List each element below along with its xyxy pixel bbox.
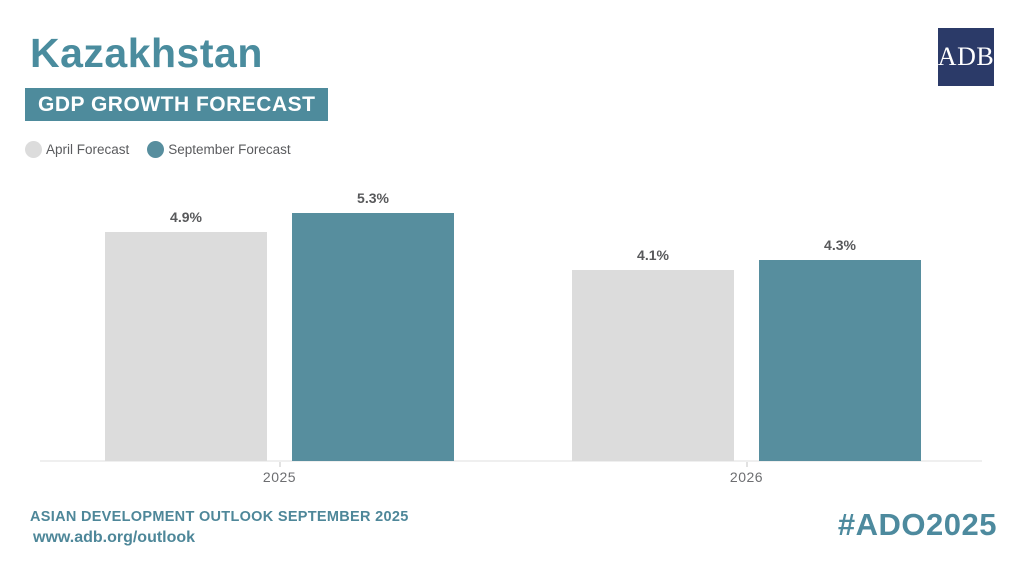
footer-report-title: ASIAN DEVELOPMENT OUTLOOK SEPTEMBER 2025 xyxy=(30,509,409,525)
bar-column-september-forecast-2025: 5.3% xyxy=(292,170,454,461)
bar-group-2025: 4.9% 5.3% 2025 xyxy=(105,170,454,485)
bar-september-forecast-2026 xyxy=(759,260,921,461)
adb-logo-text: ADB xyxy=(937,42,995,71)
bar-value-label: 4.9% xyxy=(170,209,202,225)
bar-value-label: 4.1% xyxy=(637,247,669,263)
page-title: Kazakhstan xyxy=(30,30,263,76)
legend-item-april: April Forecast xyxy=(25,141,129,158)
bar-september-forecast-2025 xyxy=(292,213,454,461)
x-axis-label-2025: 2025 xyxy=(262,469,297,485)
x-axis-tick xyxy=(745,462,748,467)
september-swatch-icon xyxy=(147,141,165,158)
legend-label: September Forecast xyxy=(168,142,291,157)
subtitle-banner-label: GDP GROWTH FORECAST xyxy=(38,92,316,116)
footer-url: www.adb.org/outlook xyxy=(33,529,196,546)
bar-april-forecast-2025 xyxy=(105,232,267,461)
x-axis-label-2026: 2026 xyxy=(729,469,764,485)
legend-item-september: September Forecast xyxy=(147,141,291,158)
legend-label: April Forecast xyxy=(46,142,130,157)
x-axis-line xyxy=(40,460,982,462)
footer-hashtag: #ADO2025 xyxy=(837,507,997,542)
adb-logo: ADB xyxy=(938,28,994,86)
bar-column-september-forecast-2026: 4.3% xyxy=(759,170,921,461)
subtitle-banner: GDP GROWTH FORECAST xyxy=(25,88,329,121)
april-swatch-icon xyxy=(25,141,42,158)
bar-chart: 4.9% 5.3% 2025 4.1% 4.3% 2026 xyxy=(0,170,1024,485)
bar-column-april-forecast-2025: 4.9% xyxy=(105,170,267,461)
bar-column-april-forecast-2026: 4.1% xyxy=(572,170,734,461)
chart-legend: April Forecast September Forecast xyxy=(25,141,291,158)
bar-value-label: 4.3% xyxy=(824,237,856,253)
bar-value-label: 5.3% xyxy=(357,190,389,206)
x-axis-tick xyxy=(278,462,281,467)
bar-group-2026: 4.1% 4.3% 2026 xyxy=(572,170,921,485)
bar-april-forecast-2026 xyxy=(572,270,734,461)
